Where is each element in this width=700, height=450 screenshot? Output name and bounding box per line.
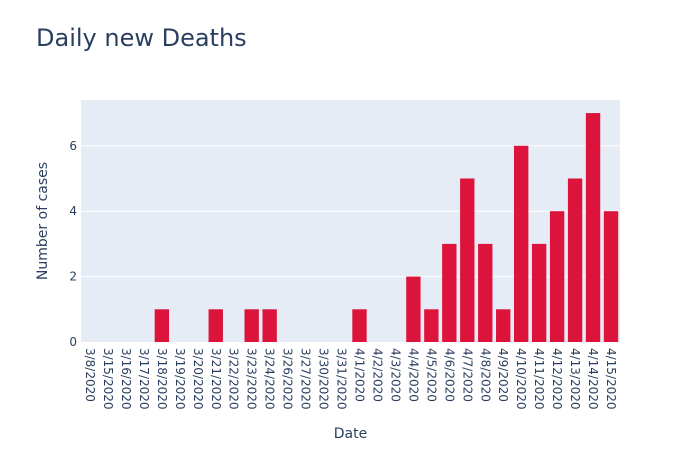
x-tick-label: 4/15/2020 <box>604 348 618 410</box>
bar <box>478 243 493 342</box>
bar <box>208 309 223 342</box>
bar <box>244 309 259 342</box>
bar <box>460 178 475 342</box>
x-tick-label: 3/20/2020 <box>191 348 205 410</box>
x-tick-label: 3/27/2020 <box>299 348 313 410</box>
x-tick-label: 4/4/2020 <box>406 348 420 402</box>
x-tick-label: 4/3/2020 <box>388 348 402 402</box>
y-tick-label: 6 <box>69 139 77 153</box>
x-axis-title: Date <box>334 426 367 442</box>
x-tick-label: 4/1/2020 <box>352 348 366 402</box>
chart-title: Daily new Deaths <box>36 24 247 52</box>
bar <box>531 243 547 342</box>
bar <box>585 113 601 342</box>
x-tick-label: 4/6/2020 <box>442 348 456 402</box>
bar <box>406 276 421 342</box>
bar <box>352 309 367 342</box>
y-tick-label: 0 <box>69 335 77 349</box>
plot-background <box>81 100 620 342</box>
x-tick-label: 3/31/2020 <box>335 348 349 410</box>
x-tick-label: 4/13/2020 <box>568 348 582 410</box>
x-tick-label: 3/30/2020 <box>317 348 331 410</box>
x-tick-label: 3/21/2020 <box>209 348 223 410</box>
x-tick-label: 3/24/2020 <box>263 348 277 410</box>
bar <box>567 178 583 342</box>
x-tick-label: 4/8/2020 <box>478 348 492 402</box>
x-tick-label: 4/14/2020 <box>586 348 600 410</box>
bar <box>262 309 277 342</box>
x-tick-label: 3/8/2020 <box>83 348 97 402</box>
x-tick-label: 4/11/2020 <box>532 348 546 410</box>
bars <box>154 113 619 342</box>
x-tick-labels: 3/8/2020 3/15/2020 3/16/2020 3/17/2020 3/18/… <box>83 348 618 410</box>
y-tick-labels: 0 2 4 6 <box>69 139 77 349</box>
x-tick-label: 4/10/2020 <box>514 348 528 410</box>
x-tick-label: 4/5/2020 <box>424 348 438 402</box>
bar <box>442 243 457 342</box>
x-tick-label: 4/9/2020 <box>496 348 510 402</box>
x-tick-label: 3/19/2020 <box>173 348 187 410</box>
x-tick-label: 3/18/2020 <box>155 348 169 410</box>
y-tick-label: 4 <box>69 204 77 218</box>
x-tick-label: 3/26/2020 <box>281 348 295 410</box>
bar <box>424 309 439 342</box>
x-tick-label: 4/12/2020 <box>550 348 564 410</box>
y-axis-title: Number of cases <box>35 162 51 280</box>
x-tick-label: 3/17/2020 <box>137 348 151 410</box>
bar <box>496 309 511 342</box>
x-tick-label: 4/2/2020 <box>370 348 384 402</box>
bar <box>513 145 529 342</box>
bar <box>603 211 619 342</box>
x-tick-label: 3/16/2020 <box>119 348 133 410</box>
grid-lines <box>81 145 620 278</box>
y-tick-label: 2 <box>69 270 77 284</box>
bar <box>154 309 170 342</box>
x-tick-label: 3/22/2020 <box>227 348 241 410</box>
bar <box>549 211 565 342</box>
x-tick-label: 3/15/2020 <box>101 348 115 410</box>
x-tick-label: 4/7/2020 <box>460 348 474 402</box>
x-tick-label: 3/23/2020 <box>245 348 259 410</box>
